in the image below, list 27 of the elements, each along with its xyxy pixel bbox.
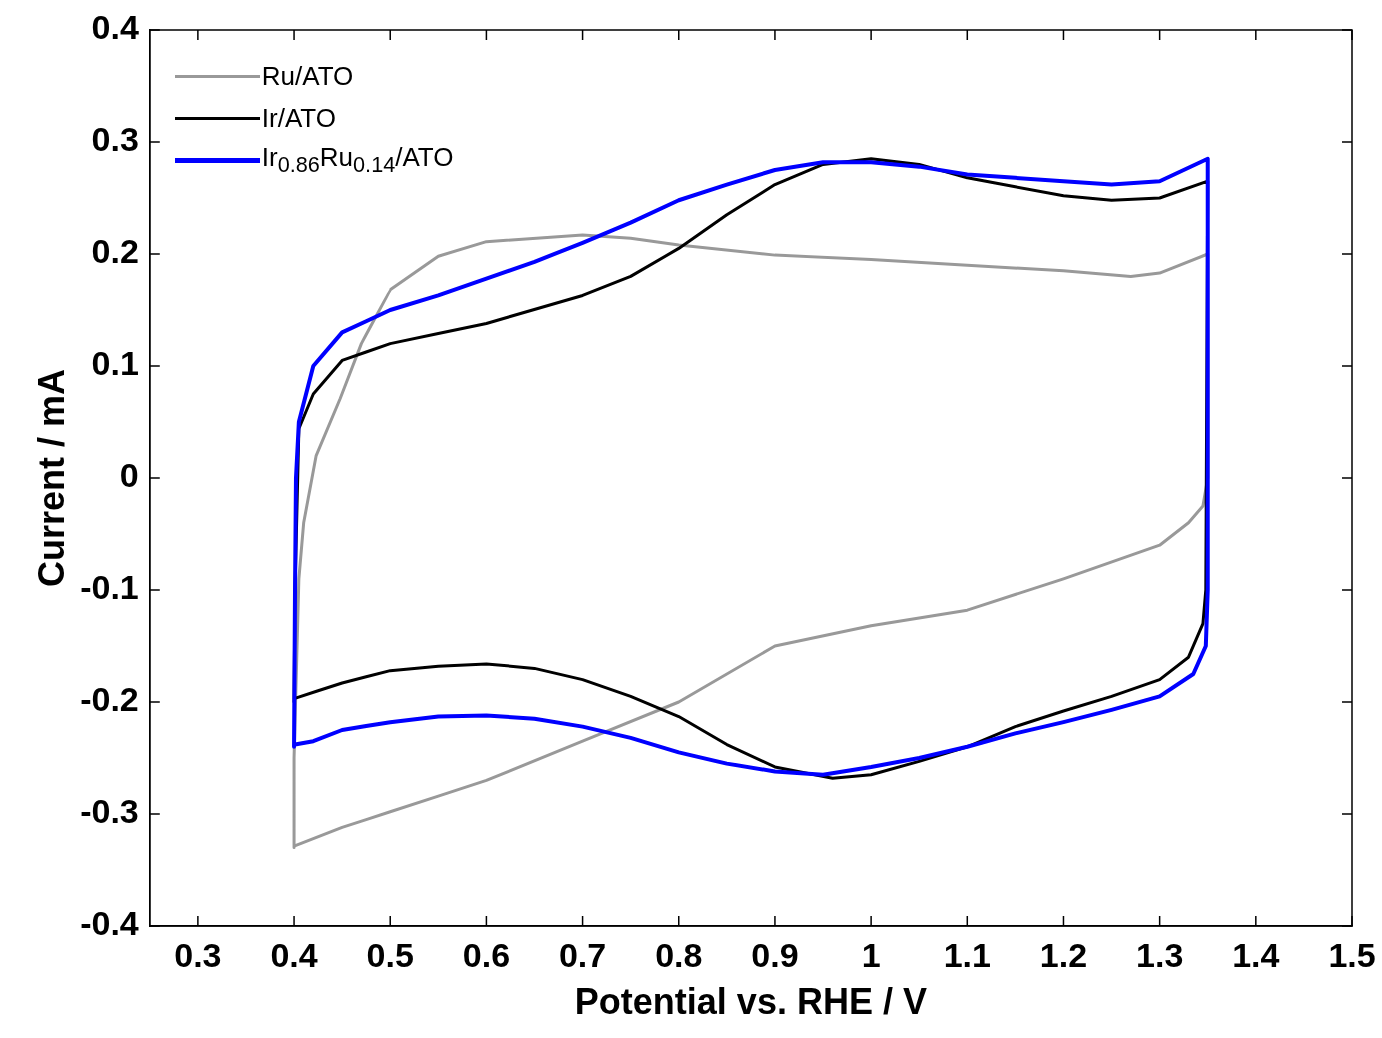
x-tick-label: 0.4	[270, 935, 318, 974]
y-tick-label: -0.3	[80, 792, 139, 831]
y-tick-label: 0.1	[91, 344, 139, 383]
y-tick-label: -0.1	[80, 568, 139, 607]
x-axis-title: Potential vs. RHE / V	[574, 981, 927, 1023]
x-tick-label: 1.4	[1232, 935, 1280, 974]
x-tick-label: 1.3	[1136, 935, 1184, 974]
x-tick-label: 0.5	[366, 935, 414, 974]
legend-label: Ir$_{0.86}$Ru$_{0.14}$/ATO	[261, 141, 454, 179]
x-tick-label: 1.1	[943, 935, 991, 974]
legend-label: Ir/ATO	[261, 102, 336, 134]
x-tick-label: 1.2	[1039, 935, 1088, 974]
x-tick-label: 0.7	[558, 935, 607, 974]
y-tick-label: 0	[119, 456, 139, 495]
y-tick-label: 0.4	[91, 8, 139, 47]
y-tick-label: -0.4	[80, 904, 139, 943]
x-tick-label: 1	[861, 935, 881, 974]
x-tick-label: 0.6	[462, 935, 511, 974]
y-tick-label: 0.3	[91, 120, 139, 159]
y-axis-title: Current / mA	[30, 368, 72, 588]
x-tick-label: 1.5	[1328, 935, 1376, 974]
y-tick-label: 0.2	[91, 232, 139, 271]
x-tick-label: 0.8	[655, 935, 703, 974]
y-tick-label: -0.2	[80, 680, 139, 719]
x-tick-label: 0.3	[174, 935, 222, 974]
x-tick-label: 0.9	[751, 935, 799, 974]
legend-label: Ru/ATO	[261, 60, 354, 92]
